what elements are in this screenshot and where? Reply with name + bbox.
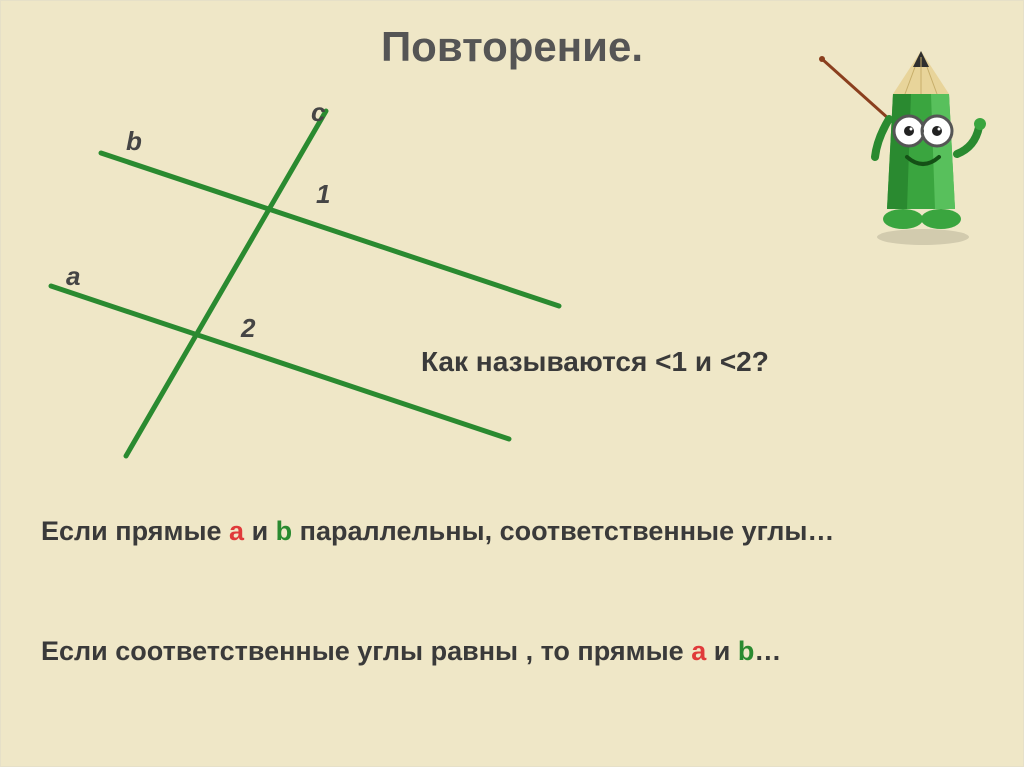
line-b bbox=[101, 153, 559, 306]
label-c: c bbox=[311, 97, 325, 128]
stmt2-prefix: Если соответственные углы равны , то пря… bbox=[41, 636, 691, 666]
stmt1-prefix: Если прямые bbox=[41, 516, 229, 546]
stmt1-suffix: параллельны, соответственные углы… bbox=[292, 516, 834, 546]
label-b: b bbox=[126, 126, 142, 157]
pencil-character-icon bbox=[817, 39, 987, 259]
slide: Повторение. b c 1 a 2 Как называются <1 … bbox=[0, 0, 1024, 767]
label-a: a bbox=[66, 261, 80, 292]
label-two: 2 bbox=[241, 313, 255, 344]
stmt2-b: b bbox=[738, 636, 755, 666]
statement-2: Если соответственные углы равны , то пря… bbox=[41, 631, 981, 673]
statement-1: Если прямые а и b параллельны, соответст… bbox=[41, 511, 981, 553]
diagram-svg bbox=[31, 91, 591, 461]
label-one: 1 bbox=[316, 179, 330, 210]
stmt2-a: а bbox=[691, 636, 706, 666]
stmt1-a: а bbox=[229, 516, 244, 546]
stmt1-b: b bbox=[276, 516, 293, 546]
stmt2-and: и bbox=[706, 636, 738, 666]
stmt2-suffix: … bbox=[754, 636, 781, 666]
question-text: Как называются <1 и <2? bbox=[421, 346, 769, 378]
stmt1-and: и bbox=[244, 516, 276, 546]
line-c bbox=[126, 111, 326, 456]
lines-diagram: b c 1 a 2 bbox=[31, 91, 591, 461]
